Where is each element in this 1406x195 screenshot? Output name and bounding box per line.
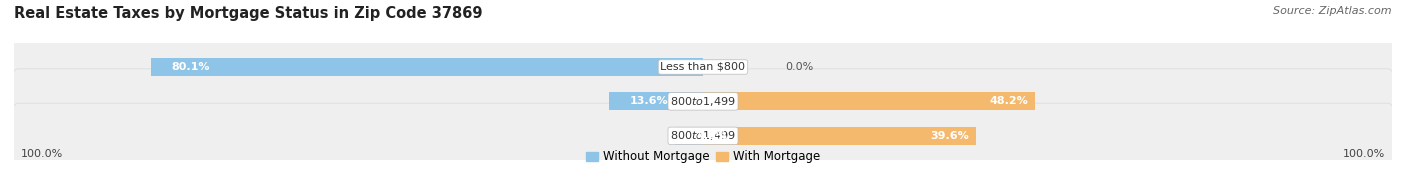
Legend: Without Mortgage, With Mortgage: Without Mortgage, With Mortgage xyxy=(581,146,825,168)
FancyBboxPatch shape xyxy=(11,69,1395,134)
Text: 13.6%: 13.6% xyxy=(630,96,669,106)
Text: $800 to $1,499: $800 to $1,499 xyxy=(671,129,735,142)
Text: 0.0%: 0.0% xyxy=(786,62,814,72)
Bar xyxy=(703,127,976,145)
Text: Source: ZipAtlas.com: Source: ZipAtlas.com xyxy=(1274,6,1392,16)
Bar xyxy=(675,127,703,145)
Text: 4.0%: 4.0% xyxy=(696,131,727,141)
FancyBboxPatch shape xyxy=(11,103,1395,168)
Text: 100.0%: 100.0% xyxy=(21,149,63,159)
Text: 39.6%: 39.6% xyxy=(931,131,969,141)
Text: 48.2%: 48.2% xyxy=(990,96,1028,106)
Bar xyxy=(152,58,703,76)
Text: Less than $800: Less than $800 xyxy=(661,62,745,72)
Bar xyxy=(609,92,703,111)
Text: $800 to $1,499: $800 to $1,499 xyxy=(671,95,735,108)
Text: Real Estate Taxes by Mortgage Status in Zip Code 37869: Real Estate Taxes by Mortgage Status in … xyxy=(14,6,482,21)
Text: 80.1%: 80.1% xyxy=(172,62,211,72)
Text: 100.0%: 100.0% xyxy=(1343,149,1385,159)
FancyBboxPatch shape xyxy=(11,35,1395,100)
Bar xyxy=(703,92,1035,111)
